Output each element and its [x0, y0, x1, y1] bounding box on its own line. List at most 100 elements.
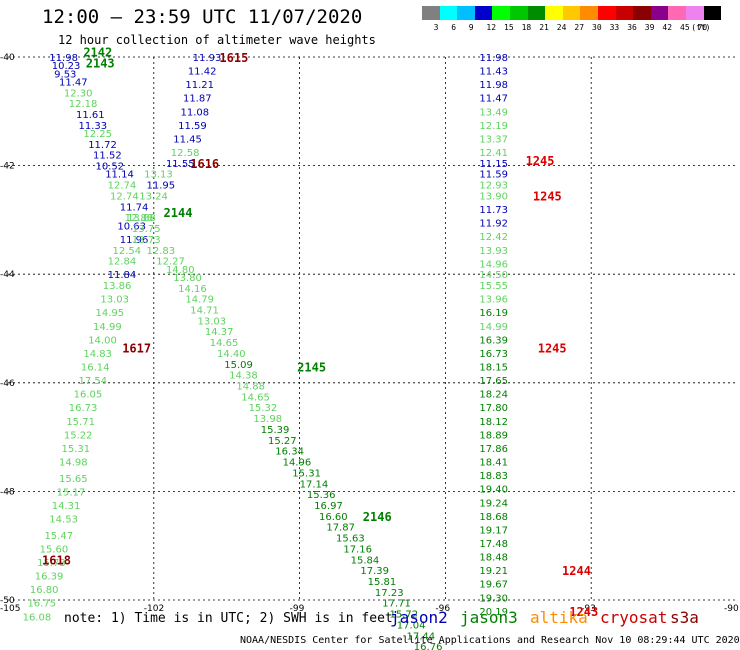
wave-height-value: 20.19 [479, 607, 508, 618]
satellite-label-jason3: jason3 [460, 608, 518, 627]
scale-swatch [703, 6, 722, 20]
pass-time-label: 2143 [86, 56, 115, 70]
wave-height-value: 13.13 [144, 170, 173, 181]
wave-height-value: 14.37 [205, 327, 234, 338]
pass-time-label: 1243 [569, 605, 598, 619]
wave-height-value: 16.97 [314, 501, 343, 512]
wave-height-value: 14.96 [283, 458, 312, 469]
wave-height-value: 17.04 [397, 620, 426, 631]
wave-height-value: 14.88 [236, 382, 265, 393]
wave-height-value: 14.99 [479, 322, 508, 333]
wave-height-value: 15.36 [307, 490, 336, 501]
wave-height-value: 13.24 [139, 191, 168, 202]
latitude-label: -48 [0, 487, 15, 497]
wave-height-value: 12.93 [479, 181, 508, 192]
wave-height-value: 17.54 [78, 376, 107, 387]
wave-height-value: 11.93 [193, 53, 222, 64]
wave-height-value: 17.48 [479, 539, 508, 550]
scale-label: 6 [451, 23, 457, 32]
wave-height-value: 11.45 [173, 134, 202, 145]
wave-height-value: 14.38 [229, 371, 258, 382]
wave-height-value: 9.53 [54, 69, 76, 80]
wave-height-value: 17.80 [479, 403, 508, 414]
latitude-label: -46 [0, 379, 15, 389]
wave-height-value: 18.41 [479, 458, 508, 469]
scale-swatch [510, 6, 528, 20]
scale-swatch [422, 6, 440, 20]
latitude-label: -42 [0, 162, 15, 172]
wave-height-value: 12.25 [83, 129, 112, 140]
wave-height-value: 17.71 [382, 599, 411, 610]
wave-height-value: 19.21 [479, 566, 508, 577]
wave-height-value: 11.42 [188, 67, 217, 78]
wave-height-value: 15.27 [268, 436, 297, 447]
wave-height-value: 18.83 [479, 471, 508, 482]
wave-height-value: 11.15 [479, 159, 508, 170]
credit-line: NOAA/NESDIS Center for Satellite Applica… [240, 635, 740, 646]
wave-height-value: 13.98 [253, 414, 282, 425]
wave-height-value: 16.75 [27, 599, 56, 610]
wave-height-value: 11.52 [93, 151, 122, 162]
wave-height-value: 15.39 [261, 425, 290, 436]
wave-height-value: 10.52 [95, 162, 124, 173]
wave-height-value: 11.55 [166, 159, 195, 170]
wave-height-value: 16.39 [479, 335, 508, 346]
wave-height-value: 14.31 [52, 501, 81, 512]
wave-height-value: 11.08 [181, 107, 210, 118]
pass-time-label: 2144 [164, 206, 193, 220]
scale-label: 27 [574, 23, 585, 32]
wave-height-value: 17.39 [360, 566, 389, 577]
wave-height-value: 12.74 [110, 191, 139, 202]
scale-unit: (ft) [691, 23, 711, 32]
scale-swatch [457, 6, 475, 20]
wave-height-value: 15.47 [44, 531, 73, 542]
wave-height-value: 11.74 [120, 202, 149, 213]
wave-height-value: 11.98 [49, 53, 78, 64]
wave-height-value: 19.67 [479, 580, 508, 591]
satellite-label-jason2: jason2 [390, 608, 448, 627]
wave-height-value: 13.75 [132, 224, 161, 235]
wave-height-value: 14.80 [166, 265, 195, 276]
wave-height-value: 11.61 [76, 110, 105, 121]
wave-height-value: 11.59 [178, 121, 207, 132]
wave-height-value: 17.14 [300, 479, 329, 490]
wave-height-value: 13.86 [103, 281, 132, 292]
longitude-label: -102 [144, 604, 164, 614]
scale-swatch [650, 6, 669, 20]
wave-height-value: 15.32 [249, 403, 278, 414]
wave-height-value: 17.87 [326, 523, 355, 534]
wave-height-value: 15.22 [64, 430, 93, 441]
scale-label: 21 [539, 23, 549, 32]
longitude-label: -96 [435, 604, 450, 614]
wave-height-value: 15.81 [368, 577, 397, 588]
wave-height-value: 15.60 [40, 544, 69, 555]
pass-time-label: 2146 [363, 510, 392, 524]
satellite-label-s3a: s3a [670, 608, 699, 627]
pass-time-label: 2145 [297, 361, 326, 375]
scale-label: 30 [592, 23, 602, 32]
wave-height-value: 18.12 [479, 417, 508, 428]
wave-height-value: 18.89 [479, 430, 508, 441]
wave-height-value: 12.84 [108, 257, 137, 268]
wave-height-value: 11.72 [88, 140, 117, 151]
wave-height-value: 18.68 [479, 512, 508, 523]
wave-height-value: 14.83 [83, 349, 112, 360]
scale-label: 45 [680, 23, 690, 32]
wave-height-value: 16.05 [74, 390, 103, 401]
latitude-label: -50 [0, 596, 15, 606]
wave-height-value: 19.40 [479, 485, 508, 496]
pass-time-label: 1615 [219, 51, 248, 65]
pass-time-label: 1617 [122, 342, 151, 356]
wave-height-value: 16.60 [319, 512, 348, 523]
longitude-label: -90 [724, 604, 739, 614]
wave-height-value: 13.88 [127, 213, 156, 224]
wave-height-value: 12.27 [156, 257, 185, 268]
wave-height-value: 11.84 [108, 270, 137, 281]
wave-height-value: 13.90 [479, 191, 508, 202]
wave-height-value: 11.92 [479, 219, 508, 230]
longitude-label: -105 [0, 604, 20, 614]
scale-swatch [439, 6, 458, 20]
wave-height-value: 15.63 [336, 534, 365, 545]
